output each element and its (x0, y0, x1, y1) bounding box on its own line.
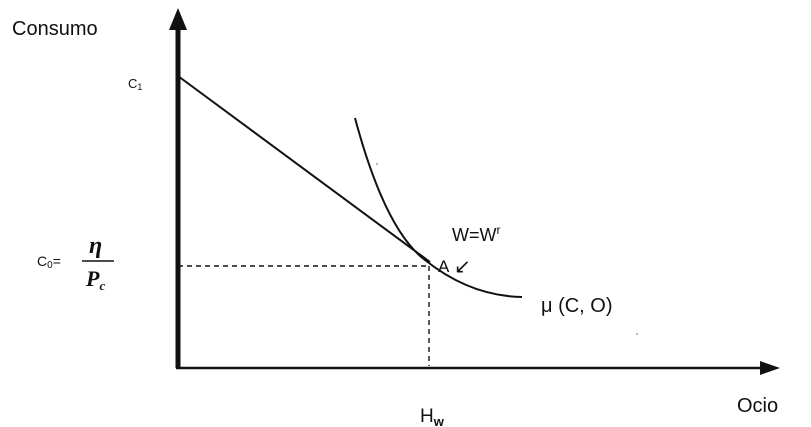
wage-label-text: W=W (452, 225, 497, 245)
scan-speck (376, 163, 378, 165)
c1-label-subscript: 1 (137, 82, 142, 92)
x-axis-arrowhead (760, 361, 780, 375)
c0-label-subscript: 0 (47, 260, 53, 271)
c1-label-letter: C (128, 76, 137, 91)
c0-numerator: η (89, 233, 102, 259)
point-a-arrow-icon: ↙ (454, 256, 471, 278)
budget-line (177, 75, 431, 263)
utility-label: μ (C, O) (541, 295, 613, 317)
hw-label-subscript: w (433, 414, 445, 427)
wage-label-superscript: r (497, 223, 501, 237)
indifference-curve (354, 117, 523, 298)
c0-label-equals: = (53, 253, 61, 269)
c1-label: C1 (128, 76, 142, 92)
hw-label: Hw (420, 406, 445, 427)
hw-label-letter: H (420, 406, 434, 427)
c0-label-letter: C (37, 253, 47, 269)
c0-denominator-letter: P (85, 266, 100, 291)
y-axis-arrowhead (169, 8, 187, 30)
c0-denominator-subscript: c (99, 278, 105, 293)
x-axis-label: Ocio (737, 395, 778, 417)
c0-denominator: Pc (85, 266, 105, 293)
y-axis-label: Consumo (12, 18, 98, 40)
scan-speck (636, 333, 638, 335)
c0-label: C0= (37, 253, 61, 271)
point-a-label: A (438, 257, 450, 276)
wage-label: W=Wr (452, 223, 501, 245)
